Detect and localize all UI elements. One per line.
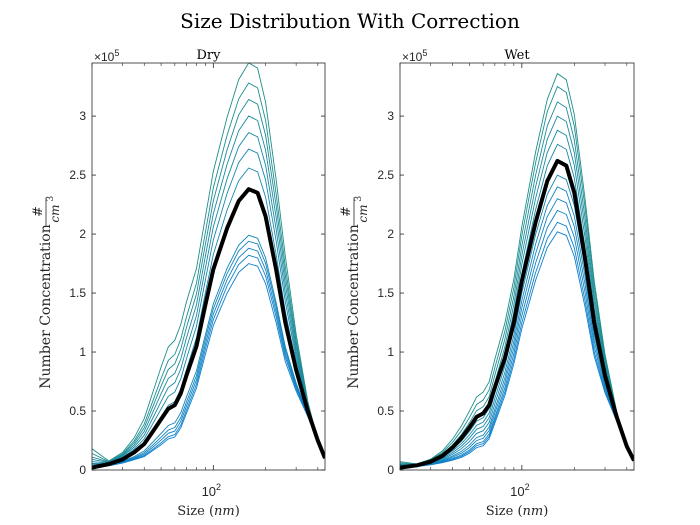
series-line: [400, 209, 634, 469]
axes-box: [399, 62, 635, 471]
x-axis-label: Size (nm): [486, 504, 549, 519]
series-line: [400, 231, 634, 470]
mean-line: [92, 187, 325, 470]
mean-line: [400, 158, 634, 470]
series-lines: [92, 63, 325, 470]
chart-panel-wet: 0 0.5 1 1.5 2 2.5 3 102 ×105 Wet Size (nm) Number C…: [339, 48, 635, 519]
series-line: [92, 148, 325, 464]
y-tick-label: 1: [79, 345, 86, 359]
y-exponent-label: ×105: [94, 48, 119, 64]
series-line: [400, 198, 634, 469]
series-line: [92, 98, 325, 463]
y-tick-label: 1.5: [69, 286, 86, 300]
series-line: [92, 254, 325, 469]
y-axis-label: Number Concentration # cm 3: [339, 196, 370, 389]
y-label-denominator: cm: [356, 204, 370, 222]
series-line: [92, 132, 325, 464]
chart-panel-dry: 0 0.5 1 1.5 2 2.5 3 102 ×105 Dry Size (nm) Number C…: [31, 48, 326, 519]
y-tick-label: 2: [387, 227, 394, 241]
y-tick-label: 1.5: [377, 286, 394, 300]
series-line: [400, 186, 634, 469]
series-line: [92, 234, 325, 467]
series-line: [400, 221, 634, 470]
y-tick-label: 3: [387, 109, 394, 123]
y-tick-label: 0.5: [69, 404, 86, 418]
y-exponent-label: ×105: [402, 48, 427, 64]
y-tick-label: 1: [387, 345, 394, 359]
x-tick-label: 102: [202, 482, 221, 499]
panel-title: Dry: [197, 48, 222, 63]
series-line: [92, 263, 325, 470]
y-tick-label: 2.5: [377, 168, 394, 182]
y-axis-label-text: Number Concentration: [38, 224, 54, 388]
series-line: [92, 240, 325, 468]
axes-box: [91, 62, 326, 471]
y-tick-label: 3: [79, 109, 86, 123]
series-line: [92, 247, 325, 469]
y-tick-label: 2: [79, 227, 86, 241]
x-axis-label: Size (nm): [177, 504, 240, 519]
x-tick-label: 102: [510, 482, 529, 499]
series-line: [92, 115, 325, 463]
y-label-exponent: 3: [46, 196, 56, 202]
y-label-denominator: cm: [48, 204, 62, 222]
y-tick-label: 0: [79, 463, 86, 477]
y-label-numerator: #: [31, 206, 46, 217]
series-line: [92, 82, 325, 463]
y-tick-label: 0: [387, 463, 394, 477]
panel-title: Wet: [504, 48, 530, 63]
y-tick-label: 0.5: [377, 404, 394, 418]
series-line: [400, 85, 634, 465]
y-label-exponent: 3: [354, 196, 364, 202]
y-axis-label: Number Concentration # cm 3: [31, 196, 62, 389]
series-line: [400, 72, 634, 465]
series-line: [92, 63, 325, 462]
figure-title: Size Distribution With Correction: [180, 9, 520, 33]
y-label-numerator: #: [339, 206, 354, 217]
series-lines: [400, 72, 634, 470]
y-tick-label: 2.5: [69, 168, 86, 182]
y-axis-label-text: Number Concentration: [346, 224, 362, 388]
